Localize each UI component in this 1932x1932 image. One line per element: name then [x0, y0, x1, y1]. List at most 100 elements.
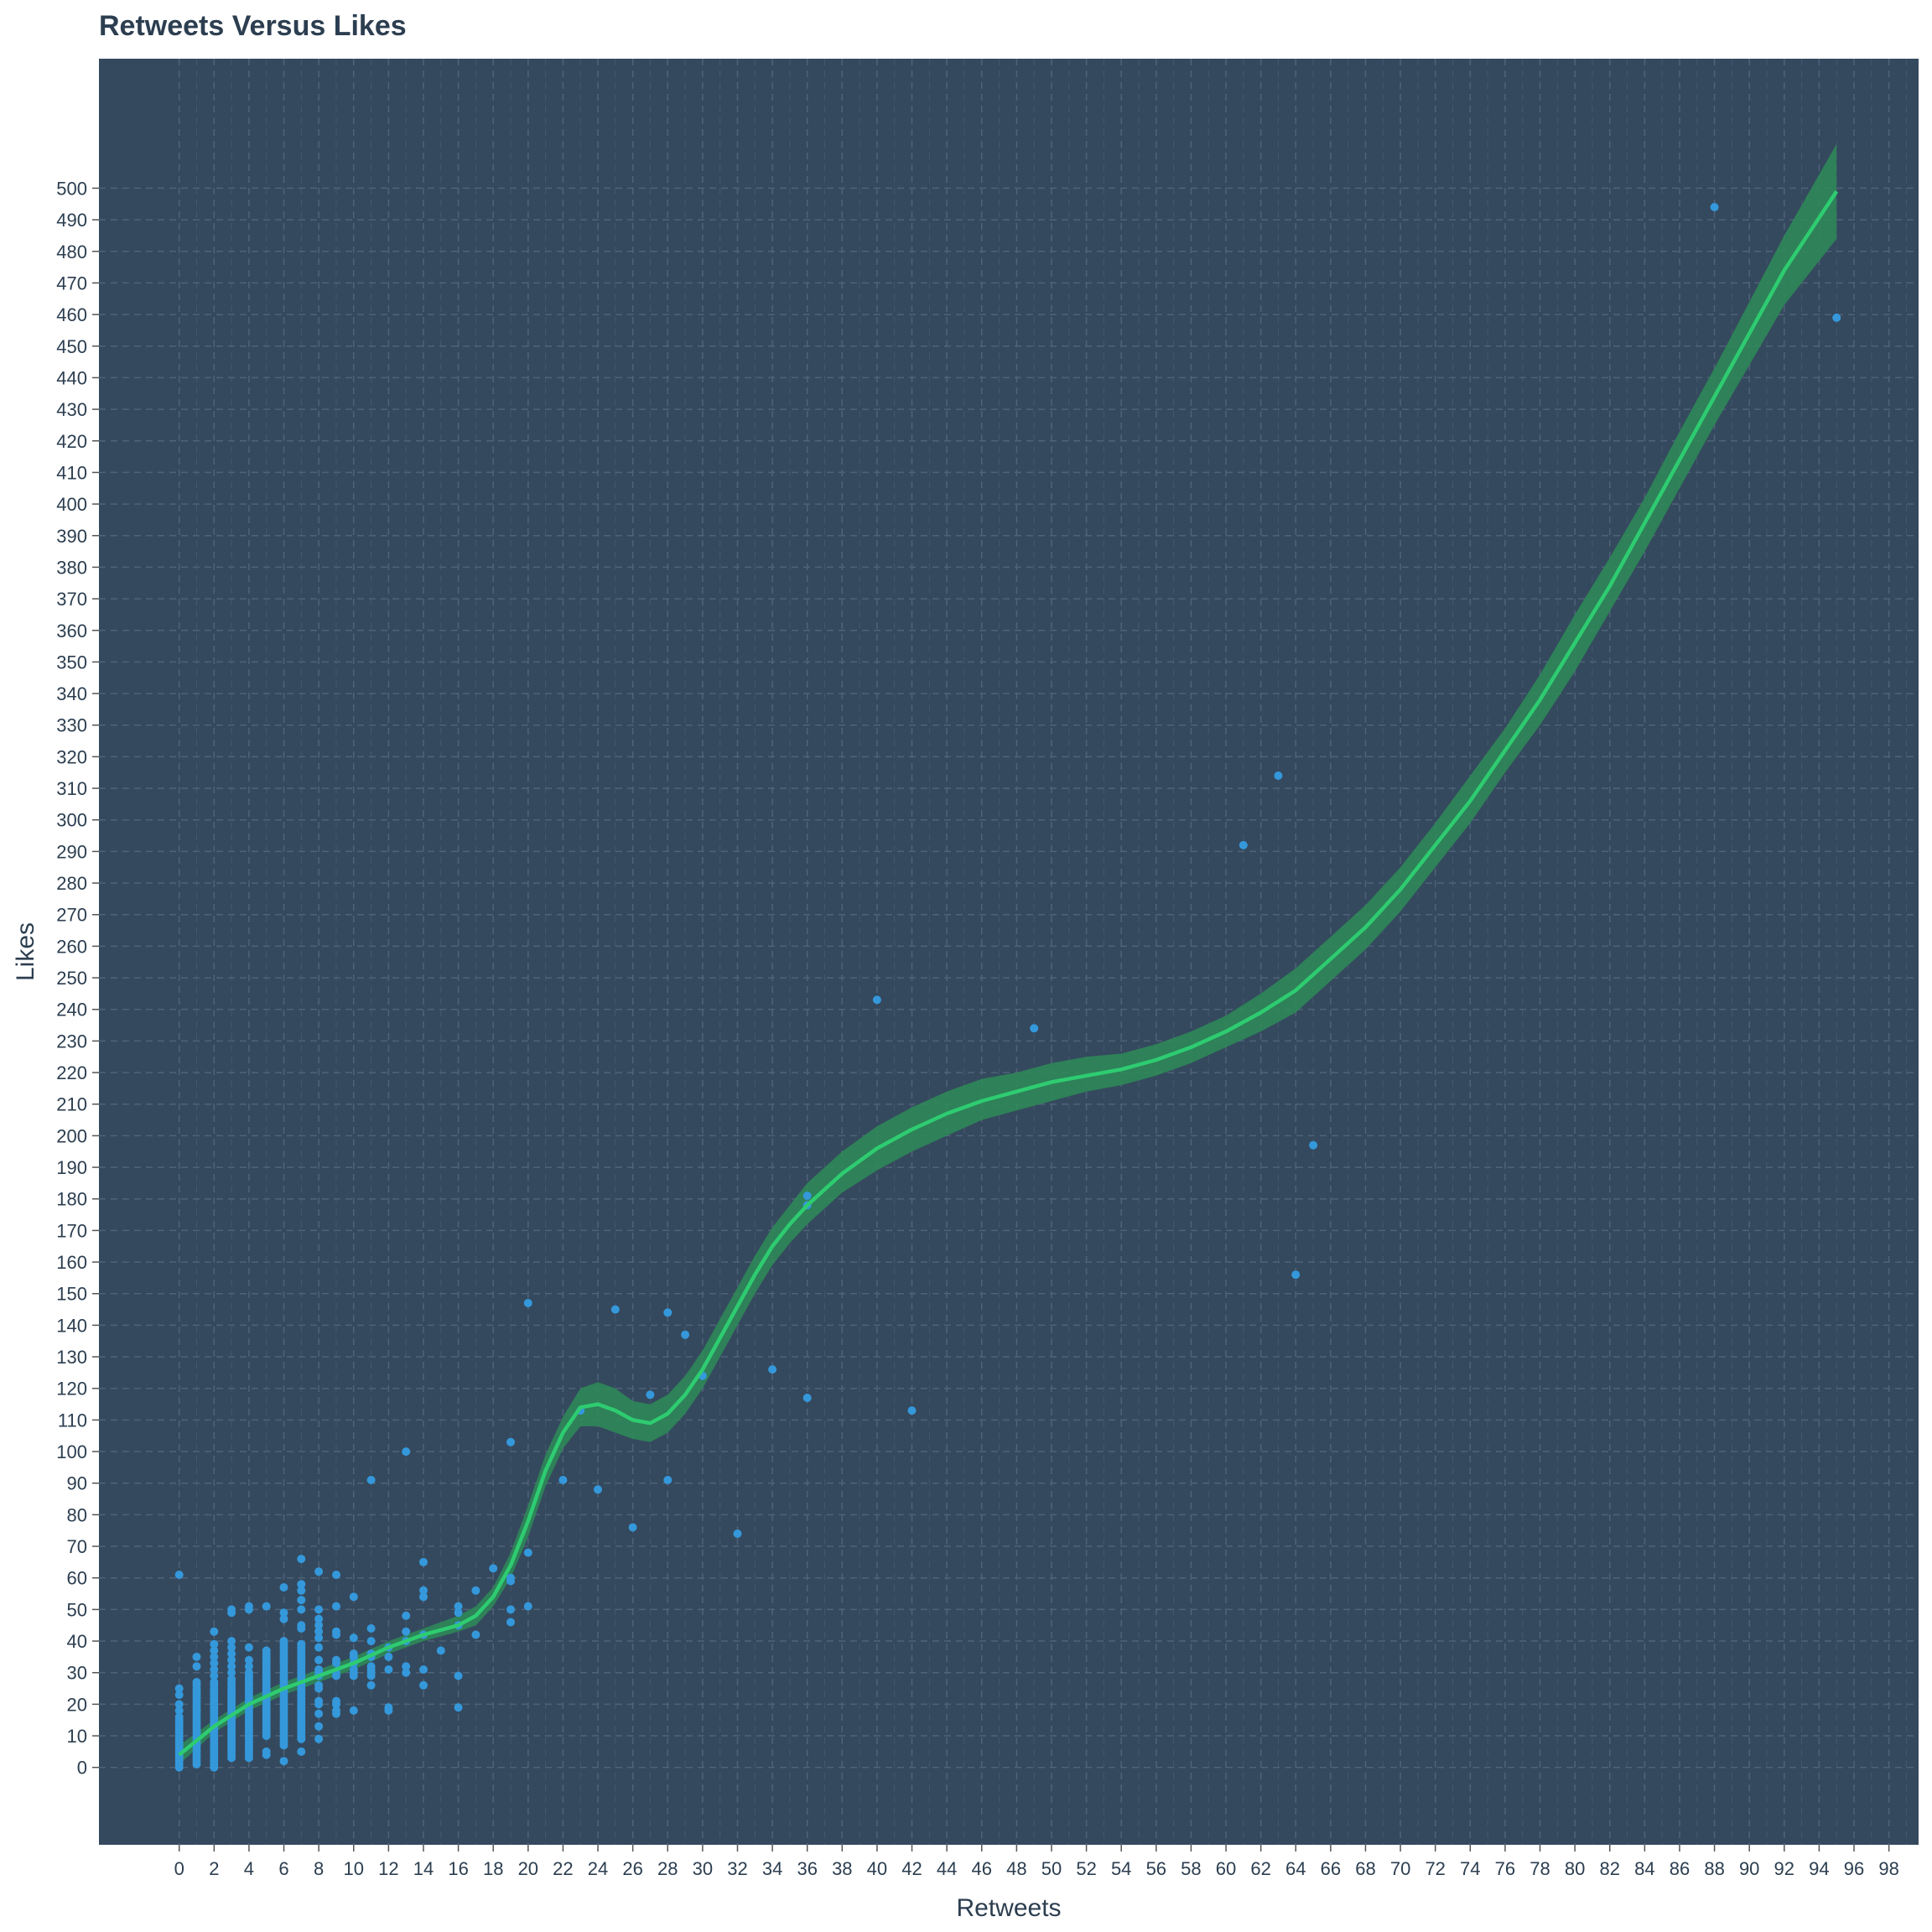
data-point [227, 1605, 236, 1614]
data-point [332, 1706, 340, 1715]
x-tick-label: 32 [727, 1858, 747, 1879]
data-point [384, 1665, 393, 1674]
data-point [768, 1365, 777, 1374]
data-point [210, 1665, 219, 1674]
data-point [262, 1602, 271, 1611]
y-tick-label: 210 [56, 1094, 87, 1115]
data-point [384, 1703, 393, 1712]
x-tick-label: 62 [1250, 1858, 1270, 1879]
y-tick-label: 470 [56, 273, 87, 293]
data-point [628, 1523, 637, 1532]
data-point [332, 1696, 340, 1706]
data-point [314, 1734, 324, 1743]
smooth-line [178, 190, 1839, 1757]
data-point [332, 1655, 340, 1665]
y-tick-label: 180 [56, 1189, 87, 1210]
y-tick-label: 70 [67, 1536, 87, 1557]
y-tick-label: 90 [67, 1473, 87, 1494]
y-tick-label: 430 [56, 399, 87, 420]
data-point [297, 1586, 306, 1595]
data-point [663, 1476, 673, 1484]
data-point [802, 1394, 812, 1402]
data-point [297, 1747, 306, 1756]
data-point [244, 1602, 253, 1611]
x-tick-label: 38 [832, 1858, 852, 1879]
y-tick-label: 440 [56, 367, 87, 388]
data-point [384, 1652, 393, 1661]
y-tick-label: 320 [56, 746, 87, 767]
x-tick-label: 48 [1006, 1858, 1026, 1879]
y-tick-label: 280 [56, 873, 87, 894]
data-point [174, 1690, 184, 1700]
data-point [506, 1618, 515, 1627]
data-point [314, 1722, 324, 1731]
x-tick-label: 8 [314, 1858, 324, 1879]
y-tick-label: 220 [56, 1062, 87, 1083]
data-point [436, 1646, 445, 1655]
x-tick-label: 28 [657, 1858, 678, 1879]
data-point [210, 1659, 219, 1668]
y-tick-label: 480 [56, 242, 87, 262]
y-axis-title: Likes [12, 922, 39, 981]
data-point [366, 1624, 376, 1633]
data-point [733, 1530, 742, 1538]
data-point [907, 1406, 917, 1415]
data-point [279, 1608, 288, 1618]
data-point [506, 1573, 515, 1582]
data-point [314, 1643, 324, 1652]
y-tick-label: 350 [56, 652, 87, 673]
data-point [419, 1592, 428, 1602]
x-tick-label: 52 [1076, 1858, 1096, 1879]
data-point [1309, 1140, 1318, 1150]
y-tick-label: 10 [67, 1726, 87, 1747]
data-point [174, 1706, 184, 1715]
x-tick-label: 74 [1460, 1858, 1480, 1879]
data-point [314, 1605, 324, 1614]
x-tick-label: 24 [588, 1858, 608, 1879]
data-point [366, 1637, 376, 1646]
y-tick-label: 460 [56, 304, 87, 325]
data-point [872, 995, 881, 1005]
data-point [192, 1678, 201, 1686]
x-tick-label: 86 [1670, 1858, 1690, 1879]
data-point [402, 1611, 411, 1620]
y-tick-label: 270 [56, 905, 87, 926]
y-tick-label: 450 [56, 336, 87, 357]
data-point [244, 1655, 253, 1665]
data-point [210, 1678, 219, 1686]
y-tick-label: 110 [58, 1410, 87, 1431]
x-tick-label: 64 [1285, 1858, 1306, 1879]
y-tick-label: 290 [56, 841, 87, 862]
data-point [1239, 840, 1248, 849]
x-tick-label: 16 [448, 1858, 468, 1879]
data-point [646, 1390, 655, 1400]
data-point [349, 1633, 358, 1643]
data-point [210, 1646, 219, 1655]
data-point [1274, 771, 1283, 780]
chart-title: Retweets Versus Likes [99, 10, 407, 42]
data-point [523, 1299, 532, 1307]
data-point [244, 1643, 253, 1652]
data-point [802, 1192, 812, 1200]
x-tick-label: 46 [972, 1858, 992, 1879]
x-tick-label: 58 [1181, 1858, 1201, 1879]
y-tick-label: 420 [56, 431, 87, 452]
data-point [174, 1684, 184, 1693]
y-tick-label: 240 [56, 1000, 87, 1021]
x-tick-label: 92 [1774, 1858, 1794, 1879]
y-axis-ticks: 0 10 20 30 40 50 60 70 80 90 100 110 120 130 140 150 160… [56, 178, 99, 1779]
data-point [227, 1637, 236, 1646]
y-tick-label: 80 [67, 1504, 87, 1525]
data-point [210, 1627, 219, 1636]
data-point [314, 1680, 324, 1690]
x-tick-label: 14 [413, 1858, 434, 1879]
data-point [471, 1586, 480, 1595]
data-point [262, 1646, 271, 1655]
data-point [506, 1437, 515, 1446]
y-tick-label: 120 [56, 1379, 87, 1400]
y-tick-label: 310 [56, 778, 87, 799]
x-tick-label: 40 [867, 1858, 887, 1879]
x-tick-label: 4 [244, 1858, 254, 1879]
